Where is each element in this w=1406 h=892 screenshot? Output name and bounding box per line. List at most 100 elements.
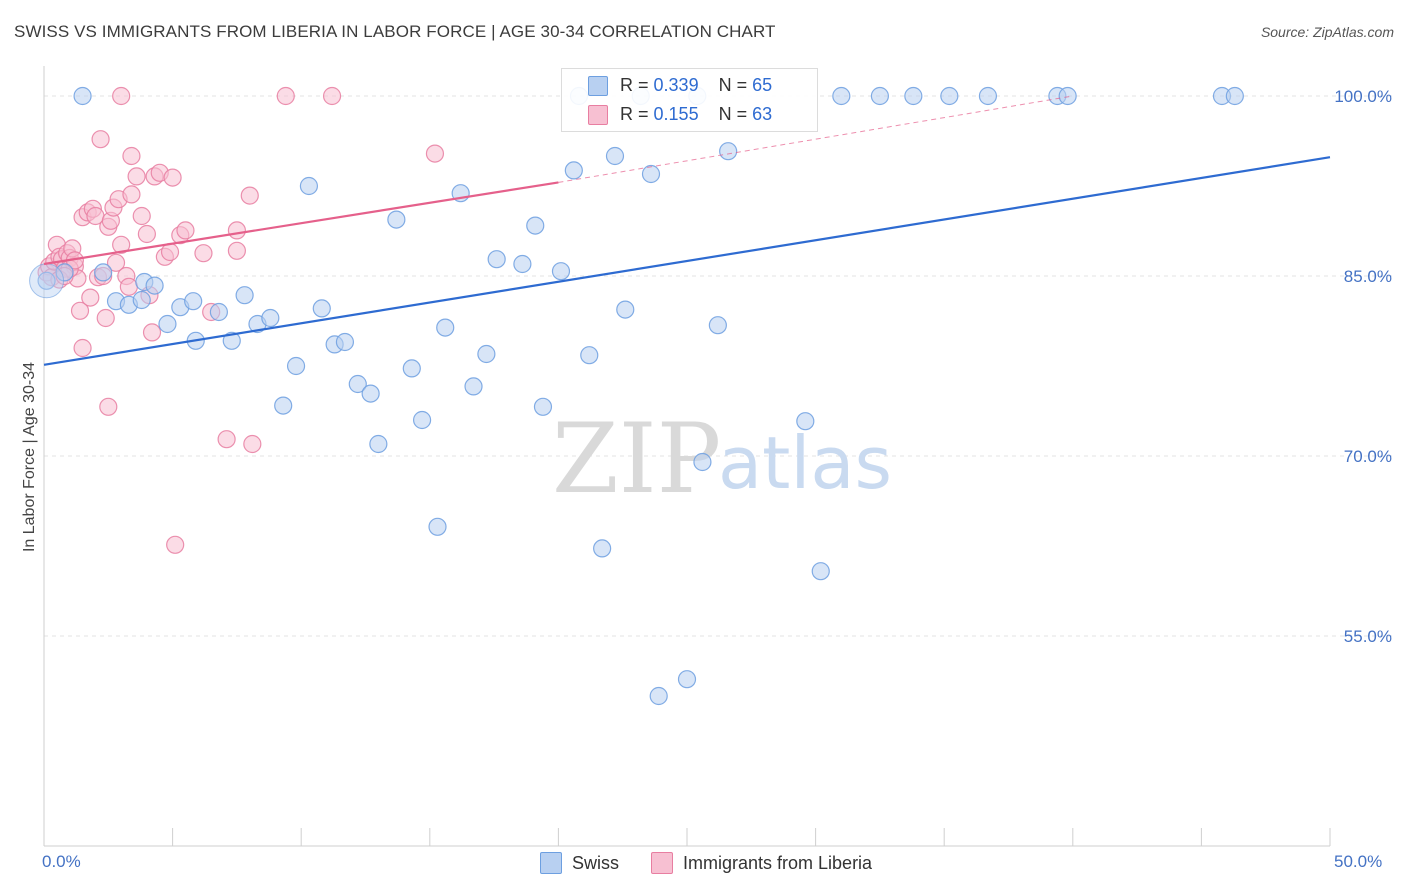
liberia-swatch — [588, 105, 608, 125]
liberia-point — [112, 86, 131, 106]
liberia-point — [70, 301, 90, 320]
liberia-point — [142, 323, 162, 342]
swiss-point — [978, 86, 998, 106]
y-tick-labels: 55.0% 70.0% 85.0% 100.0% — [1334, 87, 1392, 646]
swiss-point — [132, 290, 151, 310]
swiss-point — [526, 216, 545, 235]
liberia-point — [122, 185, 141, 204]
liberia-point — [132, 206, 151, 226]
liberia-point — [91, 130, 110, 149]
swiss-point — [222, 331, 241, 350]
swiss-point — [335, 332, 355, 352]
swiss-swatch — [588, 76, 608, 96]
swiss-point — [904, 86, 923, 106]
liberia-point — [112, 235, 131, 254]
watermark: ZIP atlas — [552, 403, 892, 515]
swiss-point — [369, 434, 388, 454]
swiss-legend-swatch — [540, 852, 562, 874]
swiss-point — [261, 308, 280, 328]
swiss-point — [677, 670, 697, 689]
swiss-point — [616, 300, 635, 319]
liberia-point — [81, 288, 100, 307]
swiss-point — [312, 299, 331, 318]
swiss-point — [1225, 86, 1244, 106]
swiss-point — [145, 276, 164, 295]
swiss-point — [37, 271, 56, 290]
swiss-point — [184, 292, 203, 311]
liberia-point — [119, 277, 138, 296]
swiss-point — [940, 86, 959, 106]
swiss-point — [274, 396, 293, 415]
swiss-point — [209, 302, 228, 322]
swiss-point — [1058, 86, 1077, 106]
swiss-point — [719, 142, 738, 161]
grid-lines — [44, 95, 1392, 637]
axes — [43, 66, 1331, 847]
swiss-point — [436, 318, 455, 337]
swiss-point — [348, 374, 367, 394]
swiss-point — [649, 686, 668, 706]
correlation-legend: R = 0.339 N = 65 R = 0.155 N = 63 — [561, 68, 818, 132]
swiss-point — [402, 359, 421, 378]
liberia-point — [240, 186, 259, 205]
liberia-points — [37, 86, 445, 554]
liberia-point — [106, 253, 126, 272]
x-tick-label-min: 0.0% — [42, 852, 81, 871]
y-tick-label: 85.0% — [1344, 267, 1392, 286]
liberia-point — [176, 221, 195, 240]
r-value: 0.155 — [653, 103, 699, 124]
liberia-legend-swatch — [651, 852, 674, 874]
n-label: N = — [718, 74, 748, 95]
swiss-point — [708, 316, 727, 335]
trend-lines — [43, 95, 1331, 366]
liberia-point — [99, 397, 118, 416]
swiss-cluster-point — [29, 263, 65, 299]
swiss-point — [796, 412, 815, 431]
swiss-point — [299, 176, 319, 196]
liberia-point — [276, 86, 295, 106]
swiss-point — [428, 517, 447, 536]
swiss-point — [55, 263, 74, 282]
swiss-point — [693, 452, 712, 472]
liberia-point — [73, 338, 92, 358]
liberia-point — [127, 167, 146, 186]
swiss-point — [811, 562, 830, 581]
liberia-point — [217, 430, 236, 449]
swiss-point — [564, 161, 583, 180]
swiss-point — [158, 314, 177, 334]
swiss-point — [94, 263, 113, 282]
y-tick-label: 100.0% — [1334, 87, 1392, 106]
series-legend: Swiss Immigrants from Liberia — [540, 852, 872, 874]
r-value: 0.339 — [653, 74, 699, 95]
swiss-point — [870, 86, 890, 106]
swiss-point — [580, 346, 599, 365]
liberia-point — [243, 434, 262, 454]
legend-row-swiss: R = 0.339 N = 65 — [620, 73, 772, 97]
swiss-point — [487, 250, 506, 269]
liberia-point — [163, 168, 182, 187]
liberia-point — [227, 221, 246, 240]
swiss-point — [477, 344, 496, 364]
swiss-point — [641, 164, 661, 184]
r-label: R = — [620, 74, 649, 95]
swiss-trend-line — [43, 156, 1331, 366]
source-note: Source: ZipAtlas.com — [1260, 24, 1394, 40]
x-tick-label-max: 50.0% — [1334, 852, 1383, 871]
swiss-point — [513, 254, 532, 274]
liberia-legend-label: Immigrants from Liberia — [683, 852, 873, 873]
liberia-point — [122, 146, 141, 166]
swiss-point — [464, 377, 483, 396]
swiss-point — [551, 262, 571, 281]
swiss-point — [361, 384, 380, 403]
liberia-point — [194, 244, 213, 263]
liberia-point — [96, 308, 115, 328]
n-label: N = — [718, 103, 748, 124]
watermark-atlas: atlas — [718, 421, 892, 505]
swiss-point — [412, 410, 432, 430]
liberia-point — [322, 86, 342, 106]
liberia-point — [166, 535, 185, 554]
swiss-point — [73, 86, 92, 106]
swiss-point — [605, 146, 625, 166]
n-value: 63 — [752, 103, 773, 124]
